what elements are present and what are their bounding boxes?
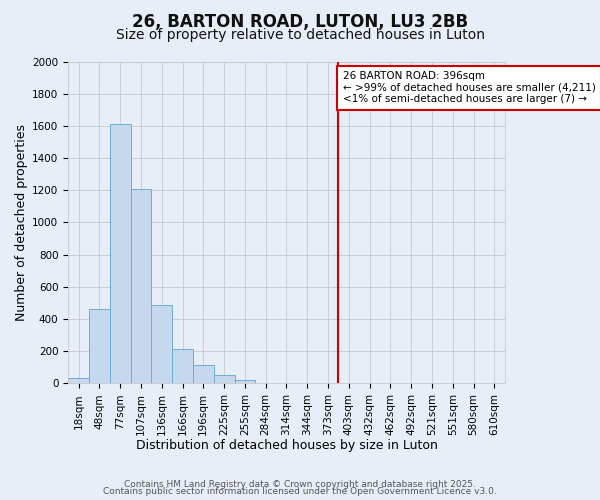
X-axis label: Distribution of detached houses by size in Luton: Distribution of detached houses by size … [136,440,437,452]
Text: 26 BARTON ROAD: 396sqm
← >99% of detached houses are smaller (4,211)
<1% of semi: 26 BARTON ROAD: 396sqm ← >99% of detache… [343,71,596,104]
Bar [193,365,214,384]
Bar [151,304,172,384]
Y-axis label: Number of detached properties: Number of detached properties [15,124,28,321]
Bar [68,378,89,384]
Text: Contains public sector information licensed under the Open Government Licence v3: Contains public sector information licen… [103,487,497,496]
Bar [89,310,110,384]
Bar [235,380,255,384]
Bar [172,349,193,384]
Bar [214,376,235,384]
Bar [110,124,131,384]
Text: 26, BARTON ROAD, LUTON, LU3 2BB: 26, BARTON ROAD, LUTON, LU3 2BB [132,12,468,30]
Bar [131,188,151,384]
Text: Contains HM Land Registry data © Crown copyright and database right 2025.: Contains HM Land Registry data © Crown c… [124,480,476,489]
Text: Size of property relative to detached houses in Luton: Size of property relative to detached ho… [115,28,485,42]
